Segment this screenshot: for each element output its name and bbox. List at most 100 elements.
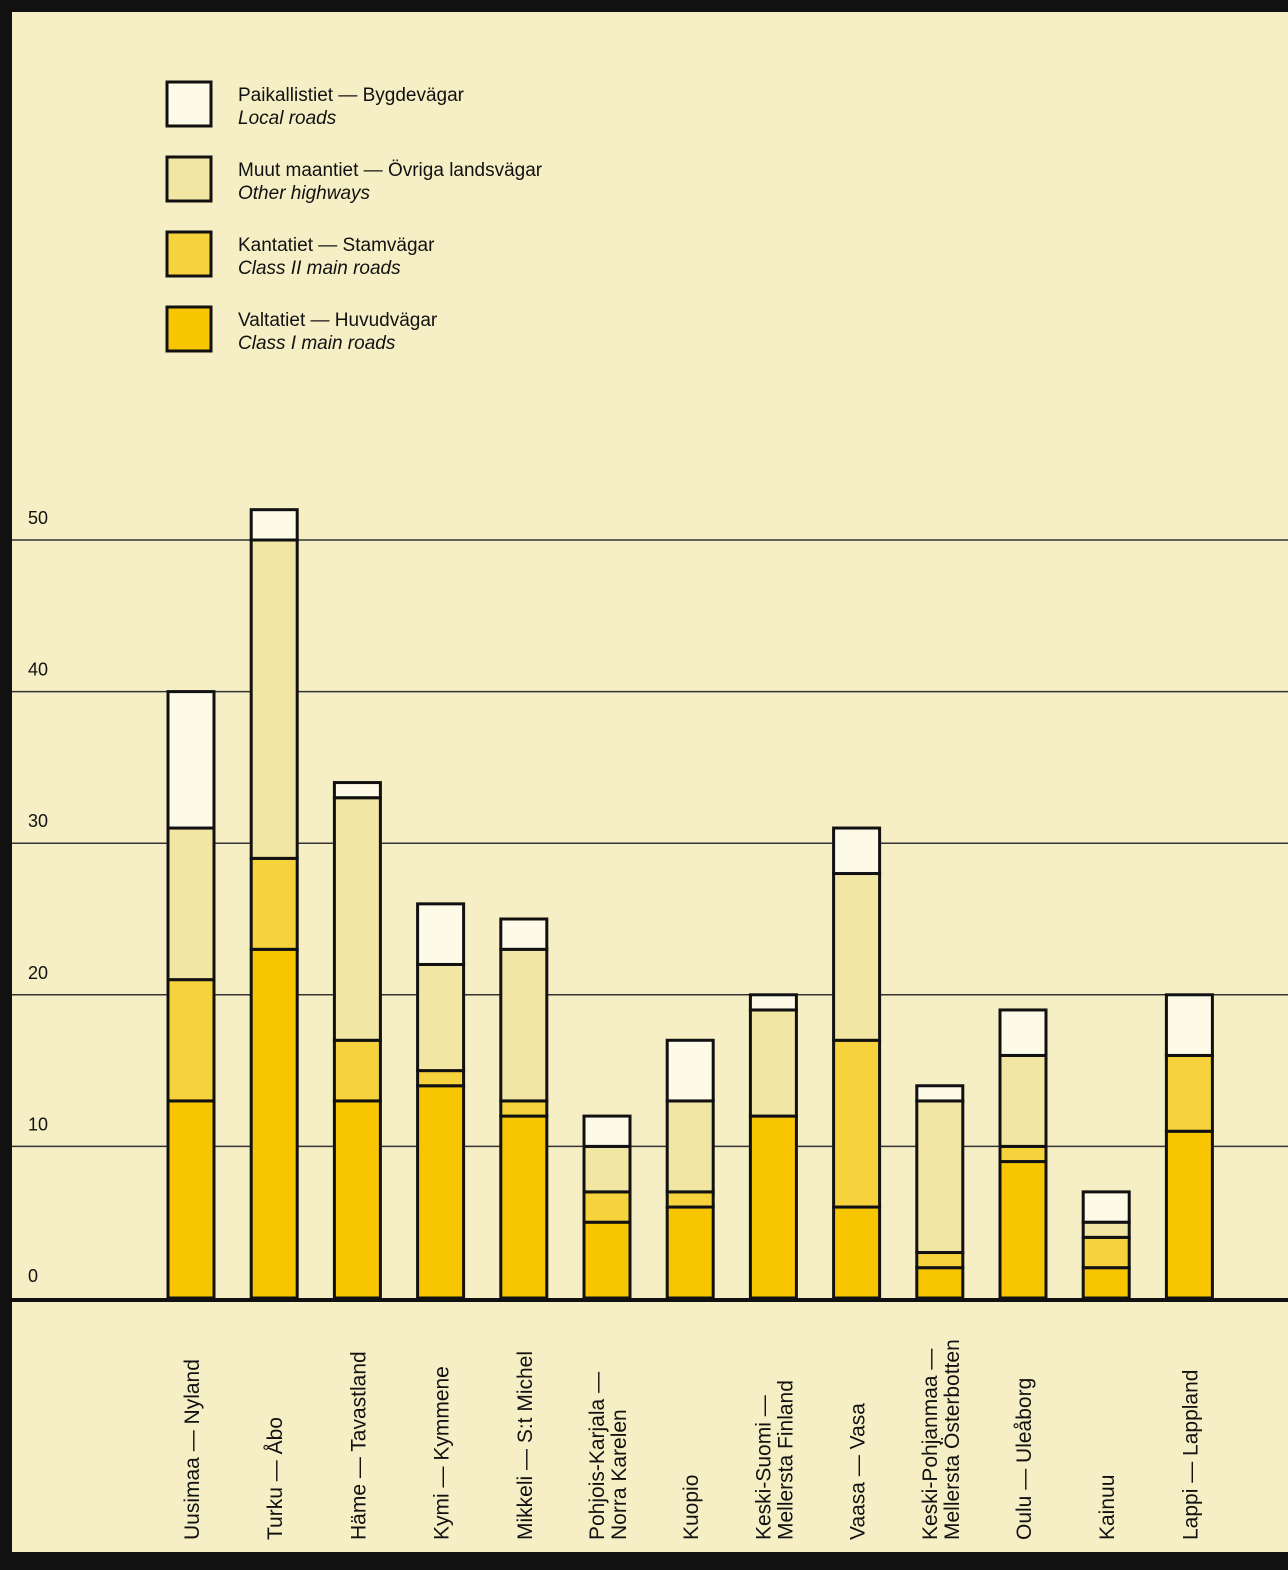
bar-segment	[998, 1144, 1048, 1164]
bar-segment	[499, 1114, 549, 1300]
category-label: Turku — Åbo	[264, 1417, 287, 1540]
category-label-line: Norra Karelen	[608, 1409, 631, 1540]
category-label-line: Kymi — Kymmene	[431, 1366, 454, 1540]
category-label-line: Keski-Pohjanmaa —	[919, 1349, 942, 1540]
bar-segment	[832, 826, 882, 876]
bar-segment	[332, 1038, 382, 1103]
bar-segment	[249, 856, 299, 951]
bar-segment	[998, 1008, 1048, 1057]
category-label: Mikkeli — S:t Michel	[514, 1351, 537, 1540]
bar-segment	[1164, 1129, 1214, 1300]
bar-segment	[249, 508, 299, 542]
category-label: Uusimaa — Nyland	[181, 1359, 204, 1540]
bar-segment	[416, 962, 466, 1073]
y-axis-ticks: 0 10 20 30 40 50	[28, 508, 48, 1286]
bar-segment	[166, 690, 216, 830]
bar-segment	[166, 978, 216, 1103]
bar-segment	[915, 1266, 965, 1300]
category-label-line: Oulu — Uleåborg	[1013, 1378, 1036, 1540]
legend-label: Paikallistiet — Bygdevägar	[238, 85, 465, 106]
category-label-line: Vaasa — Vasa	[847, 1403, 870, 1540]
bar-segment	[1081, 1266, 1131, 1300]
category-label-line: Turku — Åbo	[264, 1417, 287, 1540]
bar-segment	[748, 993, 798, 1012]
bar-segment	[499, 917, 549, 951]
bars	[166, 508, 1214, 1300]
bar-segment	[748, 1114, 798, 1300]
category-label: Kainuu	[1096, 1475, 1119, 1540]
category-label-line: Mellersta Österbotten	[941, 1339, 964, 1540]
legend-label: Valtatiet — Huvudvägar	[238, 310, 438, 331]
bar-segment	[665, 1190, 715, 1209]
category-label: Kuopio	[680, 1475, 703, 1540]
category-label-line: Kainuu	[1096, 1475, 1119, 1540]
legend-label: Muut maantiet — Övriga landsvägar	[238, 160, 543, 181]
bar-segment	[1164, 1053, 1214, 1133]
bar-segment	[582, 1144, 632, 1194]
bar-segment	[915, 1084, 965, 1103]
chart-background	[12, 12, 1288, 1552]
bar-segment	[249, 538, 299, 860]
bar-segment	[998, 1160, 1048, 1300]
y-tick-label: 40	[28, 660, 48, 680]
category-label: Keski-Suomi — Mellersta Finland	[752, 1380, 797, 1540]
bar-segment	[332, 796, 382, 1042]
category-label-line: Pohjois-Karjala —	[586, 1372, 609, 1540]
legend-sublabel: Class I main roads	[238, 333, 396, 354]
bar-segment	[1081, 1235, 1131, 1270]
bar-segment	[832, 1038, 882, 1209]
category-label-line: Mellersta Finland	[774, 1380, 797, 1540]
category-label: Keski-Pohjanmaa — Mellersta Österbotten	[919, 1339, 964, 1540]
bar-segment	[665, 1205, 715, 1300]
y-tick-label: 0	[28, 1266, 38, 1286]
legend-sublabel: Local roads	[238, 108, 337, 129]
legend-swatch	[165, 80, 213, 128]
y-tick-label: 10	[28, 1114, 48, 1134]
bar-segment	[582, 1220, 632, 1300]
bar-segment	[499, 947, 549, 1103]
category-label-line: Kuopio	[680, 1475, 703, 1540]
bar-segment	[832, 872, 882, 1042]
bar-segment	[1081, 1220, 1131, 1239]
legend-swatch	[165, 230, 213, 278]
category-label-line: Mikkeli — S:t Michel	[514, 1351, 537, 1540]
y-tick-label: 50	[28, 508, 48, 528]
bar-segment	[416, 902, 466, 966]
category-label: Pohjois-Karjala — Norra Karelen	[586, 1372, 631, 1540]
bar-segment	[748, 1008, 798, 1118]
category-labels: Uusimaa — Nyland Turku — Åbo Häme — Tavast…	[181, 1339, 1202, 1540]
bar-segment	[915, 1099, 965, 1255]
category-label-line: Lappi — Lappland	[1179, 1370, 1202, 1540]
bar-segment	[582, 1190, 632, 1224]
bar-segment	[665, 1099, 715, 1194]
bar-segment	[416, 1069, 466, 1088]
bar-segment	[998, 1053, 1048, 1148]
category-label: Oulu — Uleåborg	[1013, 1378, 1036, 1540]
bar-segment	[832, 1205, 882, 1300]
bar-segment	[1164, 993, 1214, 1057]
category-label-line: Häme — Tavastland	[347, 1351, 370, 1540]
bar-segment	[915, 1251, 965, 1270]
category-label: Häme — Tavastland	[347, 1351, 370, 1540]
bar-segment	[416, 1084, 466, 1300]
y-tick-label: 30	[28, 811, 48, 831]
gridlines	[12, 539, 1288, 1148]
bar-segment	[1081, 1190, 1131, 1224]
bar-segment	[166, 826, 216, 982]
category-label-line: Keski-Suomi —	[752, 1395, 775, 1540]
category-label: Vaasa — Vasa	[847, 1403, 870, 1540]
bar-segment	[166, 1099, 216, 1300]
bar-segment	[665, 1038, 715, 1103]
legend-label: Kantatiet — Stamvägar	[238, 235, 435, 256]
legend-swatch	[165, 155, 213, 203]
category-label: Lappi — Lappland	[1179, 1370, 1202, 1540]
bar-segment	[332, 781, 382, 800]
legend-swatch	[165, 305, 213, 353]
bar-segment	[332, 1099, 382, 1300]
category-label: Kymi — Kymmene	[431, 1366, 454, 1540]
bar-segment	[249, 947, 299, 1300]
category-label-line: Uusimaa — Nyland	[181, 1359, 204, 1540]
legend-sublabel: Class II main roads	[238, 258, 401, 279]
